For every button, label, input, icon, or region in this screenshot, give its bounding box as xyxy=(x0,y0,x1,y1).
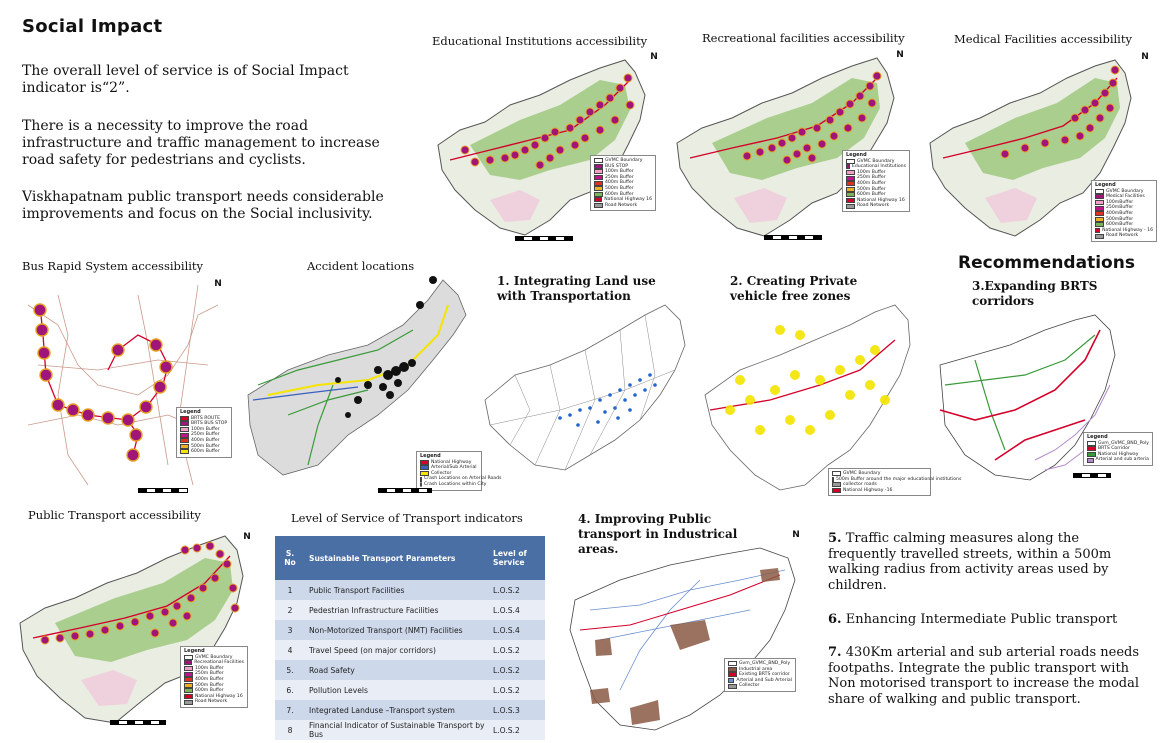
industrial-recommendation-caption: 4. Improving Public transport in Industr… xyxy=(578,512,738,556)
recommendation-6: 6. Enhancing Intermediate Public transpo… xyxy=(828,612,1118,627)
header-parameter: Sustainable Transport Parameters xyxy=(305,536,489,580)
accident-locations-map: Legend National Highway Arterial/Sub Art… xyxy=(238,275,501,500)
recommendations-heading: Recommendations xyxy=(958,253,1135,273)
landuse-integration-map xyxy=(480,300,695,475)
intro-paragraph-2: There is a necessity to improve the road… xyxy=(22,118,380,168)
los-table-container: S. No Sustainable Transport Parameters L… xyxy=(275,536,545,740)
brts-expansion-map: Legend Gvm_GVMC_BND_Poly BRTS Corridor N… xyxy=(935,310,1157,485)
industrial-map-legend: Gvm_GVMC_BND_Poly Industrial area Existi… xyxy=(724,658,796,692)
table-row: 2 Pedestrian Infrastructure Facilities L.O… xyxy=(275,600,545,620)
recreation-accessibility-map: N Legend GVMC Boundary Educational Insti… xyxy=(672,48,912,245)
education-accessibility-map: N GVMC Boundary BUS STOP 100m Buffer 250… xyxy=(430,50,660,245)
north-arrow-icon: N xyxy=(1141,52,1149,62)
medical-accessibility-map: N Legend GVMC Boundary Medical Facilitie… xyxy=(925,48,1157,245)
public-transport-accessibility-map: N Legend GVMC Boundary Recreational Faci… xyxy=(15,528,260,733)
public-transport-map-legend: Legend GVMC Boundary Recreational Facili… xyxy=(180,646,248,708)
table-row: 7. Integrated Landuse –Transport system L.… xyxy=(275,700,545,720)
recreation-map-legend: Legend GVMC Boundary Educational Institu… xyxy=(842,150,910,212)
education-map-caption: Educational Institutions accessibility xyxy=(432,34,648,48)
private-vehicle-recommendation-caption: 2. Creating Private vehicle free zones xyxy=(730,274,858,303)
recreation-map-caption: Recreational facilities accessibility xyxy=(702,31,905,45)
table-row: 6. Pollution Levels L.O.S.2 xyxy=(275,680,545,700)
intro-paragraph-1: The overall level of service is of Socia… xyxy=(22,63,349,96)
los-table-title: Level of Service of Transport indicators xyxy=(291,511,523,525)
table-row: 4 Travel Speed (on major corridors) L.O.S.… xyxy=(275,640,545,660)
table-row: 1 Public Transport Facilities L.O.S.2 xyxy=(275,580,545,600)
brts-map-caption: Bus Rapid System accessibility xyxy=(22,259,204,273)
scale-bar xyxy=(764,235,822,240)
private-vehicle-map-legend: GVMC Boundary 500m Buffer around the maj… xyxy=(828,468,961,497)
accident-map-legend: Legend National Highway Arterial/Sub Art… xyxy=(416,451,501,491)
recommendation-5: 5. Traffic calming measures along the fr… xyxy=(828,531,1112,593)
intro-paragraph-3: Viskhapatnam public transport needs cons… xyxy=(22,189,384,222)
scale-bar xyxy=(1073,473,1111,478)
medical-map-caption: Medical Facilities accessibility xyxy=(954,32,1132,46)
public-transport-map-caption: Public Transport accessibility xyxy=(28,508,201,522)
recommendation-7: 7. 430Km arterial and sub arterial roads… xyxy=(828,645,1140,707)
page-title: Social Impact xyxy=(22,16,163,37)
scale-bar xyxy=(138,488,188,493)
los-table: S. No Sustainable Transport Parameters L… xyxy=(275,536,545,740)
industrial-areas-map: N Gvm_GVMC_BND_Poly Industrial area Exis… xyxy=(560,530,810,738)
scale-bar xyxy=(378,488,432,493)
brts-expansion-caption: 3.Expanding BRTS corridors xyxy=(972,279,1098,308)
table-row: 3 Non-Motorized Transport (NMT) Facilitie… xyxy=(275,620,545,640)
brts-accessibility-map: N Legend BRTS ROUTE BRTS BUS STOP 100m B… xyxy=(18,275,233,500)
north-arrow-icon: N xyxy=(896,50,904,60)
north-arrow-icon: N xyxy=(792,530,800,540)
brts-map-legend: Legend BRTS ROUTE BRTS BUS STOP 100m Buf… xyxy=(176,407,232,458)
north-arrow-icon: N xyxy=(650,52,658,62)
table-row: 5. Road Safety L.O.S.2 xyxy=(275,660,545,680)
scale-bar xyxy=(515,236,573,241)
north-arrow-icon: N xyxy=(243,532,251,542)
accident-map-caption: Accident locations xyxy=(307,259,415,273)
medical-map-legend: Legend GVMC Boundary Medical Facilities … xyxy=(1091,180,1157,242)
landuse-recommendation-caption: 1. Integrating Land use with Transportat… xyxy=(497,274,656,303)
header-level-of-service: Level of Service xyxy=(489,536,545,580)
header-sno: S. No xyxy=(275,536,305,580)
north-arrow-icon: N xyxy=(214,279,222,289)
table-row: 8 Financial Indicator of Sustainable Tran… xyxy=(275,720,545,740)
private-vehicle-free-zones-map: GVMC Boundary 500m Buffer around the maj… xyxy=(700,300,961,500)
brts-expansion-map-legend: Legend Gvm_GVMC_BND_Poly BRTS Corridor N… xyxy=(1083,432,1153,466)
scale-bar xyxy=(110,720,166,725)
education-map-legend: GVMC Boundary BUS STOP 100m Buffer 250m … xyxy=(590,155,656,212)
